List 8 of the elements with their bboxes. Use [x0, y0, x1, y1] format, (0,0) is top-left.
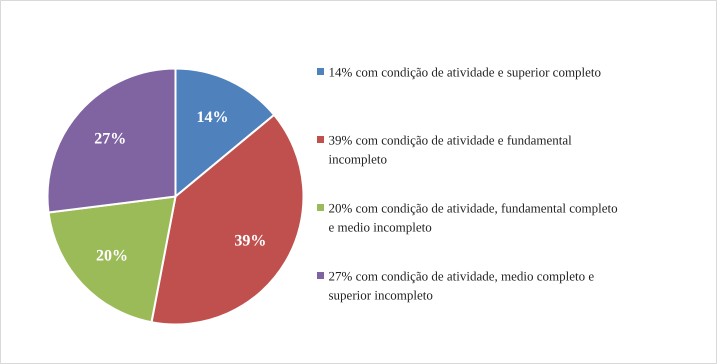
legend-label: 39% com condição de atividade e fundamental incompleto — [328, 132, 572, 166]
data-label: 14% — [196, 109, 229, 126]
data-label: 39% — [234, 232, 266, 250]
legend-label: 27% com condição de atividade, medio completo e superior incompleto — [328, 268, 594, 302]
legend-label: 20% com condição de atividade, fundamental completo e medio incompleto — [328, 200, 618, 234]
legend-label: 14% com condição de atividade e superior completo — [328, 64, 602, 80]
data-label: 20% — [96, 248, 128, 265]
data-label: 27% — [94, 130, 126, 148]
